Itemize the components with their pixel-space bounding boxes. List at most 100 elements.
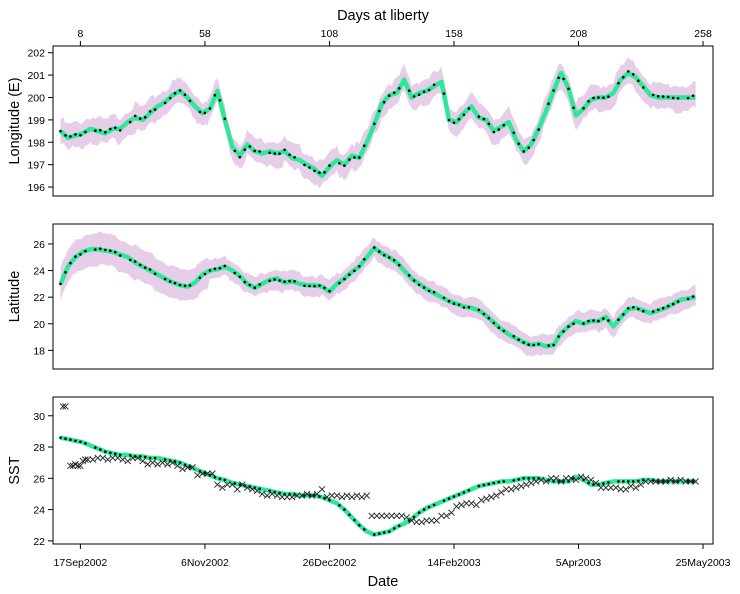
track-point bbox=[512, 131, 516, 135]
track-point bbox=[622, 313, 625, 316]
sst-observation-marker bbox=[368, 512, 376, 520]
track-point bbox=[313, 169, 316, 173]
sst-observation-marker bbox=[667, 476, 674, 484]
track-point bbox=[487, 316, 491, 320]
track-point bbox=[238, 483, 242, 486]
latitude-band-layer bbox=[60, 231, 696, 357]
track-point bbox=[318, 171, 321, 174]
track-point bbox=[74, 255, 77, 258]
track-point bbox=[358, 265, 361, 268]
track-point bbox=[118, 129, 122, 132]
track-point bbox=[94, 446, 97, 449]
track-point bbox=[283, 280, 286, 284]
track-point bbox=[84, 442, 87, 445]
sst-observation-marker bbox=[532, 478, 540, 485]
latitude-y-ticks: 18 20 22 24 26 bbox=[33, 239, 53, 357]
track-point bbox=[671, 302, 675, 306]
sst-observation-marker bbox=[562, 475, 570, 482]
track-point bbox=[562, 77, 565, 81]
sst-observation-marker bbox=[159, 459, 166, 466]
latitude-panel-frame bbox=[52, 223, 714, 370]
sst-observation-marker bbox=[134, 454, 141, 462]
y-tick-label: 22 bbox=[33, 292, 45, 304]
track-point bbox=[109, 249, 112, 252]
track-point bbox=[422, 508, 426, 511]
track-point bbox=[288, 279, 291, 283]
top-tick-label: 8 bbox=[77, 28, 83, 40]
track-point bbox=[502, 480, 506, 483]
track-point bbox=[597, 319, 600, 323]
sst-observation-marker bbox=[587, 476, 595, 484]
track-point bbox=[417, 93, 421, 96]
track-point bbox=[467, 305, 471, 309]
sst-observation-marker bbox=[393, 512, 401, 520]
track-point bbox=[467, 107, 471, 110]
track-point bbox=[487, 122, 491, 126]
sst-observation-marker bbox=[622, 485, 630, 493]
date-axis-ticks: 17Sep2002 6Nov2002 26Dec2002 14Feb2003 5Apr2… bbox=[54, 544, 731, 569]
track-point bbox=[168, 280, 172, 283]
sst-observation-marker bbox=[263, 492, 271, 499]
sst-observation-marker bbox=[522, 481, 530, 488]
sst-observation-marker bbox=[89, 456, 97, 463]
y-tick-label: 24 bbox=[33, 505, 45, 517]
track-point bbox=[253, 286, 256, 290]
track-point bbox=[79, 253, 82, 256]
track-point bbox=[243, 280, 247, 284]
track-point bbox=[392, 527, 396, 530]
track-point bbox=[522, 150, 525, 153]
track-point bbox=[118, 254, 122, 257]
track-point bbox=[353, 518, 356, 522]
track-point bbox=[382, 531, 386, 534]
sst-y-ticks: 22 24 26 28 30 bbox=[33, 411, 53, 548]
sst-observation-marker bbox=[408, 517, 415, 524]
track-point bbox=[128, 120, 132, 124]
sst-observation-marker bbox=[443, 512, 450, 520]
sst-observation-marker bbox=[248, 485, 256, 493]
track-point bbox=[273, 152, 277, 155]
track-point bbox=[248, 283, 252, 287]
y-tick-label: 30 bbox=[33, 411, 45, 423]
track-point bbox=[69, 135, 72, 138]
track-point bbox=[412, 279, 416, 282]
track-point bbox=[64, 134, 67, 137]
track-point bbox=[348, 158, 351, 161]
track-point bbox=[303, 284, 306, 288]
track-point bbox=[557, 335, 560, 338]
track-point bbox=[597, 96, 600, 99]
track-point bbox=[656, 480, 660, 483]
track-point bbox=[268, 151, 272, 155]
sst-observation-marker bbox=[209, 470, 216, 477]
track-point bbox=[572, 106, 575, 110]
track-point bbox=[133, 114, 137, 118]
sst-observation-marker bbox=[288, 493, 296, 501]
track-point bbox=[547, 344, 550, 347]
track-point bbox=[502, 329, 506, 333]
sst-observation-marker bbox=[253, 487, 261, 495]
sst-observation-marker bbox=[438, 512, 445, 520]
track-point bbox=[452, 121, 456, 124]
track-point bbox=[637, 307, 640, 311]
y-tick-label: 26 bbox=[33, 473, 45, 485]
track-point bbox=[223, 117, 227, 121]
sst-panel-frame bbox=[52, 396, 714, 545]
y-tick-label: 20 bbox=[33, 319, 45, 331]
track-point bbox=[382, 253, 386, 257]
track-point bbox=[487, 482, 491, 486]
sst-observation-marker bbox=[243, 484, 251, 492]
sst-observation-marker bbox=[497, 489, 505, 496]
track-point bbox=[686, 96, 690, 100]
track-point bbox=[328, 289, 331, 293]
track-point bbox=[602, 96, 605, 99]
sst-observation-marker bbox=[82, 456, 89, 463]
track-point bbox=[602, 317, 605, 320]
track-point bbox=[233, 149, 237, 153]
track-point bbox=[427, 289, 431, 293]
track-point bbox=[283, 148, 286, 152]
track-point bbox=[617, 81, 620, 85]
track-point bbox=[178, 89, 182, 92]
sst-observation-marker bbox=[398, 512, 405, 520]
sst-observation-marker bbox=[258, 490, 266, 498]
track-point bbox=[412, 515, 416, 519]
track-point bbox=[338, 504, 341, 507]
